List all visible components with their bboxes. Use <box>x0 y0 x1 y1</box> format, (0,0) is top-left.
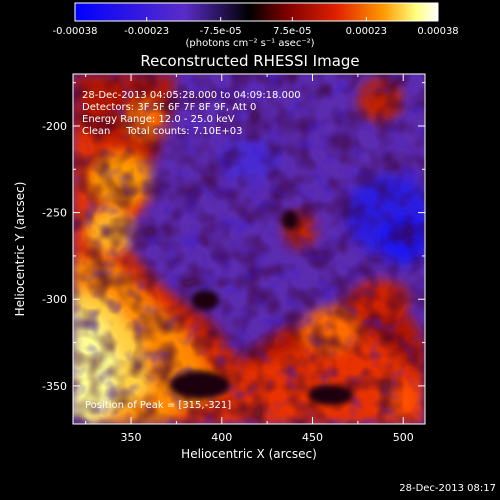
y-tick-label: -200 <box>42 120 67 133</box>
x-tick-label: 450 <box>302 431 323 444</box>
y-tick-label: -250 <box>42 207 67 220</box>
annotation-clean-counts: Clean Total counts: 7.10E+03 <box>82 126 242 137</box>
colorbar-tick-label: -7.5e-05 <box>200 26 242 37</box>
y-tick-label: -350 <box>42 380 67 393</box>
footer-timestamp: 28-Dec-2013 08:17 <box>399 483 496 494</box>
colorbar-tick-label: 0.00023 <box>346 26 387 37</box>
annotation-detectors: Detectors: 3F 5F 6F 7F 8F 9F, Att 0 <box>82 102 256 113</box>
chart-title: Reconstructed RHESSI Image <box>140 52 360 70</box>
y-tick-label: -300 <box>42 293 67 306</box>
colorbar-gradient <box>74 2 439 22</box>
colorbar-units: (photons cm⁻² s⁻¹ asec⁻²) <box>185 38 315 49</box>
colorbar-tick-label: -0.00023 <box>124 26 169 37</box>
colorbar-tick-label: 7.5e-05 <box>273 26 311 37</box>
y-axis-label: Heliocentric Y (arcsec) <box>13 182 27 317</box>
plot-frame <box>72 73 426 425</box>
annotation-energy: Energy Range: 12.0 - 25.0 keV <box>82 114 235 125</box>
colorbar-tick-label: -0.00038 <box>53 26 98 37</box>
heatmap-image <box>73 74 425 424</box>
colorbar-tick-label: 0.00038 <box>417 26 458 37</box>
x-tick-label: 350 <box>121 431 142 444</box>
x-tick-label: 400 <box>211 431 232 444</box>
x-tick-label: 500 <box>393 431 414 444</box>
annotation-time-range: 28-Dec-2013 04:05:28.000 to 04:09:18.000 <box>82 90 301 101</box>
peak-position-label: Position of Peak = [315,-321] <box>85 400 231 411</box>
colorbar: -0.00038 -0.00023 -7.5e-05 7.5e-05 0.00023 0.… <box>53 2 459 37</box>
x-axis-label: Heliocentric X (arcsec) <box>181 447 317 461</box>
